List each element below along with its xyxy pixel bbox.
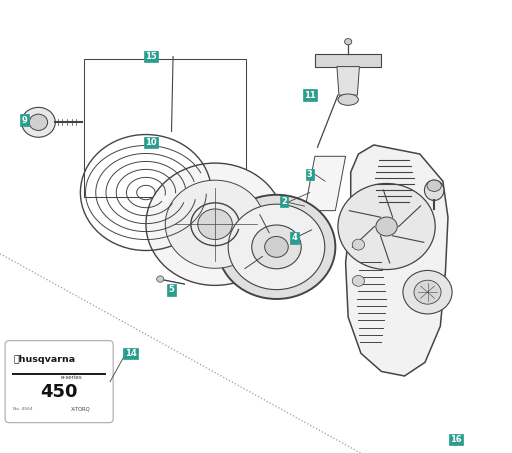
Text: No. 4564: No. 4564 — [13, 407, 33, 411]
Text: 11: 11 — [304, 91, 315, 100]
Circle shape — [198, 209, 232, 240]
Circle shape — [157, 276, 164, 282]
Circle shape — [345, 39, 352, 45]
Circle shape — [146, 163, 284, 285]
Circle shape — [228, 204, 325, 289]
Polygon shape — [337, 67, 359, 95]
Text: Ⓤhusqvarna: Ⓤhusqvarna — [13, 355, 75, 364]
Circle shape — [338, 183, 435, 270]
Circle shape — [22, 107, 55, 137]
Text: 14: 14 — [125, 349, 136, 358]
Text: 9: 9 — [22, 116, 28, 125]
Circle shape — [414, 280, 441, 304]
Circle shape — [265, 236, 288, 257]
Bar — [84, 59, 246, 197]
FancyBboxPatch shape — [5, 341, 113, 423]
Circle shape — [218, 195, 335, 299]
Ellipse shape — [427, 180, 441, 192]
Text: 2: 2 — [281, 197, 287, 206]
Polygon shape — [315, 54, 381, 67]
Text: 16: 16 — [450, 435, 461, 444]
Polygon shape — [346, 145, 448, 376]
Circle shape — [252, 225, 301, 269]
Ellipse shape — [338, 94, 358, 105]
Text: e-series: e-series — [60, 376, 82, 381]
Circle shape — [403, 270, 452, 314]
Text: 5: 5 — [168, 285, 175, 294]
Text: 450: 450 — [40, 383, 78, 401]
Text: 15: 15 — [145, 52, 157, 61]
Circle shape — [29, 114, 48, 130]
Polygon shape — [305, 156, 346, 211]
Ellipse shape — [424, 180, 444, 200]
Text: 3: 3 — [307, 170, 313, 179]
Text: 4: 4 — [291, 233, 297, 242]
Circle shape — [165, 180, 265, 268]
Circle shape — [352, 275, 365, 286]
Circle shape — [376, 217, 397, 236]
Text: X-TORQ: X-TORQ — [71, 407, 91, 412]
Circle shape — [352, 239, 365, 250]
Text: 10: 10 — [145, 138, 157, 147]
